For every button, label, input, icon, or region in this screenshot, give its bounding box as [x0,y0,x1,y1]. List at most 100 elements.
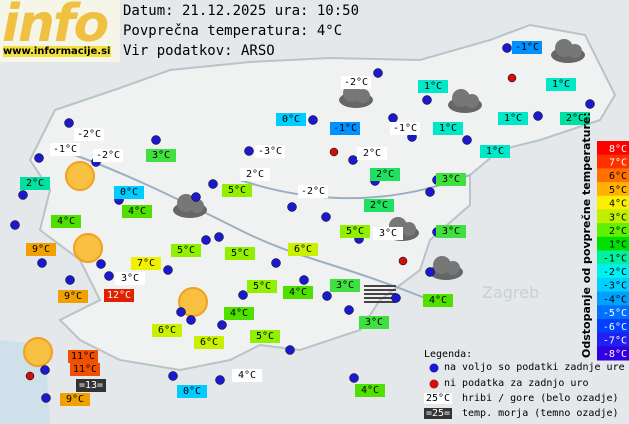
station-dot [41,393,51,403]
cloud-icon [446,261,460,275]
missing-dot [507,73,517,83]
station-temperature: 4°C [283,286,313,299]
station-dot [271,258,281,268]
scale-title: Odstopanje od povprečne temperature: [580,112,593,358]
station-dot [391,293,401,303]
station-dot [191,192,201,202]
station-dot [214,232,224,242]
station-dot [308,115,318,125]
site-url[interactable]: www.informacije.si [3,46,111,57]
station-temperature: 9°C [60,393,90,406]
scale-swatch [597,209,629,224]
scale-swatch [597,318,629,334]
station-dot [201,235,211,245]
station-dot [104,271,114,281]
station-dot [344,305,354,315]
station-dots [10,43,595,403]
station-dot [321,212,331,222]
station-temperature: 5°C [250,330,280,343]
station-temperature: 3°C [146,149,176,162]
scale-label: -6°C [603,322,627,333]
station-temperature: 4°C [51,215,81,228]
station-temperature: 2°C [20,177,50,190]
station-dot [422,95,432,105]
station-dot [287,202,297,212]
station-temperature: 2°C [364,199,394,212]
source: Vir podatkov: ARSO [123,43,275,59]
station-dot [37,258,47,268]
station-temperature: 11°C [70,363,101,376]
station-temperature: 2°C [240,168,270,181]
legend-sample: 25°C [424,393,453,404]
scale-label: 1°C [609,240,627,251]
station-dot [18,190,28,200]
station-temperature: 4°C [224,307,254,320]
station-temperature: 9°C [58,290,88,303]
station-temperature: 2°C [560,112,590,125]
station-temperature: -1°C [50,143,81,156]
cloud-icon [190,199,204,213]
station-dot [96,259,106,269]
station-dot [208,179,218,189]
station-temperature: 1°C [418,80,448,93]
station-temperature: 3°C [436,173,466,186]
station-temperature: -1°C [330,122,361,135]
station-temperature: 3°C [359,316,389,329]
scale-label: 7°C [609,158,627,169]
station-dot [176,307,186,317]
station-temperature: 3°C [373,227,403,240]
station-temperature: 5°C [171,244,201,257]
station-dot [163,265,173,275]
station-dot [502,43,512,53]
station-dot [244,146,254,156]
station-dot [217,320,227,330]
weather-icons [23,39,585,367]
station-dot [215,375,225,385]
station-dot [348,155,358,165]
station-dot [168,371,178,381]
station-dot [238,290,248,300]
station-temperature: 2°C [357,147,387,160]
station-temperature: -1°C [512,41,543,54]
station-temperature: 6°C [288,243,318,256]
station-temperature: 9°C [26,243,56,256]
station-temperature: 6°C [194,336,224,349]
station-temperature: 12°C [104,289,135,302]
scale-swatch [597,291,629,306]
scale-label: 4°C [609,199,627,210]
missing-dot [25,371,35,381]
station-temperature: -3°C [255,145,286,158]
legend-text: temp. morja (temno ozadje) [462,408,619,419]
scale-swatch [597,168,629,183]
station-temperature: 0°C [114,186,144,199]
scale-swatch [597,277,629,293]
station-dot [285,345,295,355]
city-name: Zagreb [482,283,540,302]
scale-swatch [597,223,629,238]
scale-label: -5°C [603,308,627,319]
station-temperature: 3°C [436,225,466,238]
scale-swatch [597,154,629,169]
scale-label: 2°C [609,226,627,237]
scale-label: 6°C [609,171,627,182]
station-temperature: 4°C [122,205,152,218]
river [59,149,431,301]
logo: info [2,0,109,54]
station-temperature: =13= [76,379,107,392]
scale-label: 3°C [609,212,627,223]
station-temperature: 5°C [222,184,252,197]
scale-label: -8°C [603,349,627,360]
scale-swatch [597,195,629,210]
station-temperature: 11°C [68,350,99,363]
station-temperature: 7°C [131,257,161,270]
station-dot [322,291,332,301]
station-dot [425,187,435,197]
station-temperature: 1°C [480,145,510,158]
missing-dot [329,147,339,157]
legend-text: ni podatka za zadnjo uro [444,378,589,389]
station-temperature: 5°C [247,280,277,293]
missing-dot [398,256,408,266]
scale-label: -3°C [603,281,627,292]
station-temperature: 3°C [115,272,145,285]
